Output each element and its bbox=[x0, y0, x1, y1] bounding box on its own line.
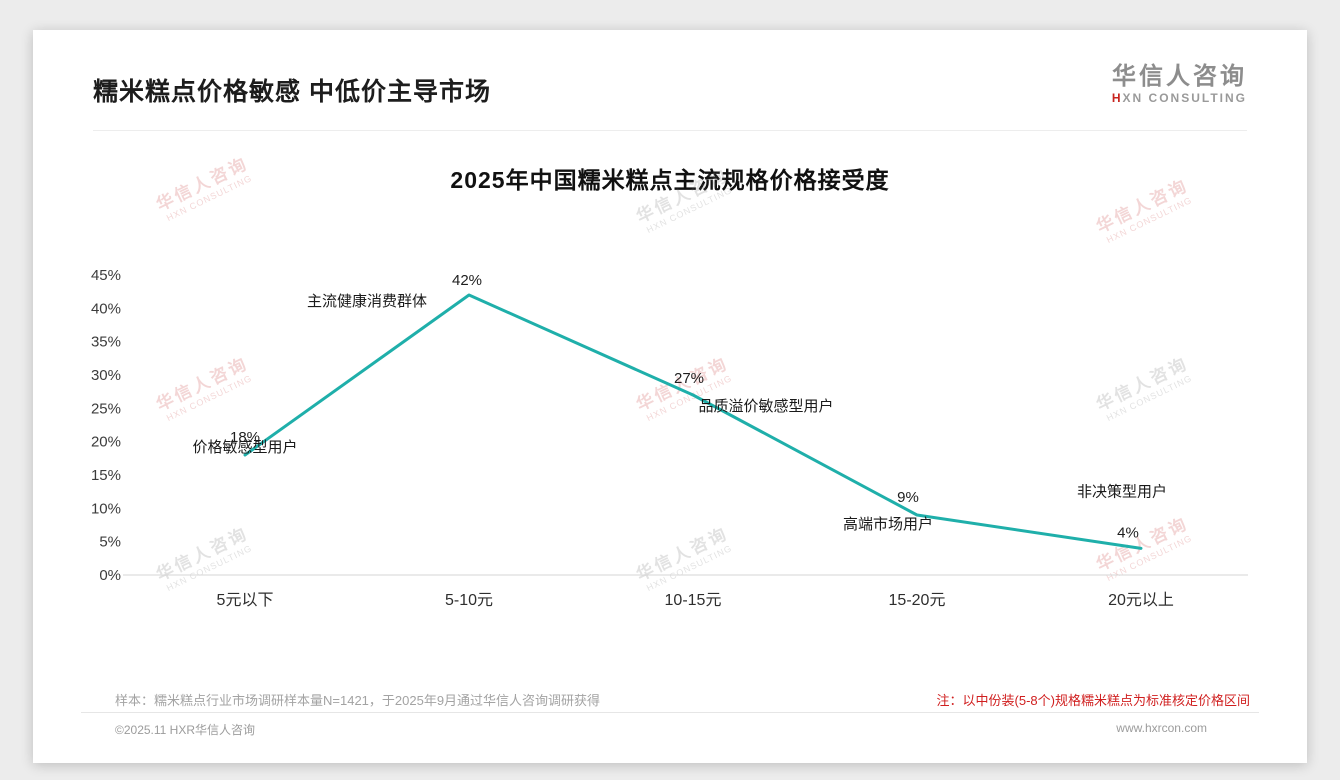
x-category-label: 15-20元 bbox=[889, 592, 946, 609]
logo-en-text: HXN CONSULTING bbox=[1112, 92, 1247, 105]
point-value-label: 42% bbox=[452, 272, 482, 289]
y-tick-label: 0% bbox=[99, 567, 121, 584]
point-value-label: 9% bbox=[897, 489, 919, 506]
copyright-text: ©2025.11 HXR华信人咨询 bbox=[115, 723, 255, 737]
price-acceptance-chart: 0% 5% 10% 15% 20% 25% 30% 35% 40% 45% 5元以下 5-10元 10-… bbox=[78, 245, 1288, 620]
pricing-note: 注：以中份装(5-8个)规格糯米糕点为标准核定价格区间 bbox=[936, 693, 1250, 708]
x-category-label: 5-10元 bbox=[445, 592, 493, 609]
x-category-label: 20元以上 bbox=[1108, 591, 1174, 609]
logo-en-rest: XN CONSULTING bbox=[1122, 91, 1247, 106]
y-tick-label: 25% bbox=[91, 400, 121, 417]
y-tick-label: 40% bbox=[91, 300, 121, 317]
y-tick-label: 30% bbox=[91, 367, 121, 384]
point-value-label: 18% bbox=[230, 429, 260, 446]
y-tick-label: 35% bbox=[91, 334, 121, 351]
point-value-label: 27% bbox=[674, 370, 704, 387]
y-tick-label: 45% bbox=[91, 267, 121, 284]
header: 糯米糕点价格敏感 中低价主导市场 华信人咨询 HXN CONSULTING bbox=[93, 63, 1247, 131]
trend-line bbox=[243, 293, 1143, 550]
y-tick-label: 5% bbox=[99, 534, 121, 551]
point-annotation-label: 高端市场用户 bbox=[843, 516, 933, 533]
chart-title: 2025年中国糯米糕点主流规格价格接受度 bbox=[450, 167, 890, 193]
footer-divider bbox=[81, 712, 1259, 713]
logo-cn-text: 华信人咨询 bbox=[1112, 63, 1247, 90]
logo-en-mark: H bbox=[1111, 91, 1123, 106]
point-annotation-label: 价格敏感型用户 bbox=[192, 439, 297, 456]
y-tick-label: 10% bbox=[91, 500, 121, 517]
company-logo: 华信人咨询 HXN CONSULTING bbox=[1112, 63, 1247, 106]
x-category-label: 10-15元 bbox=[665, 592, 722, 609]
point-value-label: 4% bbox=[1117, 524, 1139, 541]
page-title: 糯米糕点价格敏感 中低价主导市场 bbox=[93, 78, 491, 106]
slide-card: 糯米糕点价格敏感 中低价主导市场 华信人咨询 HXN CONSULTING 20… bbox=[33, 30, 1307, 763]
point-annotation-label: 非决策型用户 bbox=[1077, 483, 1167, 500]
sample-note: 样本：糯米糕点行业市场调研样本量N=1421，于2025年9月通过华信人咨询调研… bbox=[115, 693, 601, 708]
website-link: www.hxrcon.com bbox=[1116, 721, 1207, 735]
point-annotation-label: 主流健康消费群体 bbox=[307, 293, 427, 310]
point-annotation-label: 品质溢价敏感型用户 bbox=[698, 398, 833, 415]
x-category-label: 5元以下 bbox=[217, 592, 274, 609]
y-tick-label: 20% bbox=[91, 434, 121, 451]
chart-canvas: 0% 5% 10% 15% 20% 25% 30% 35% 40% 45% 5元以下 5-10元 10-… bbox=[91, 267, 1248, 609]
y-tick-label: 15% bbox=[91, 467, 121, 484]
